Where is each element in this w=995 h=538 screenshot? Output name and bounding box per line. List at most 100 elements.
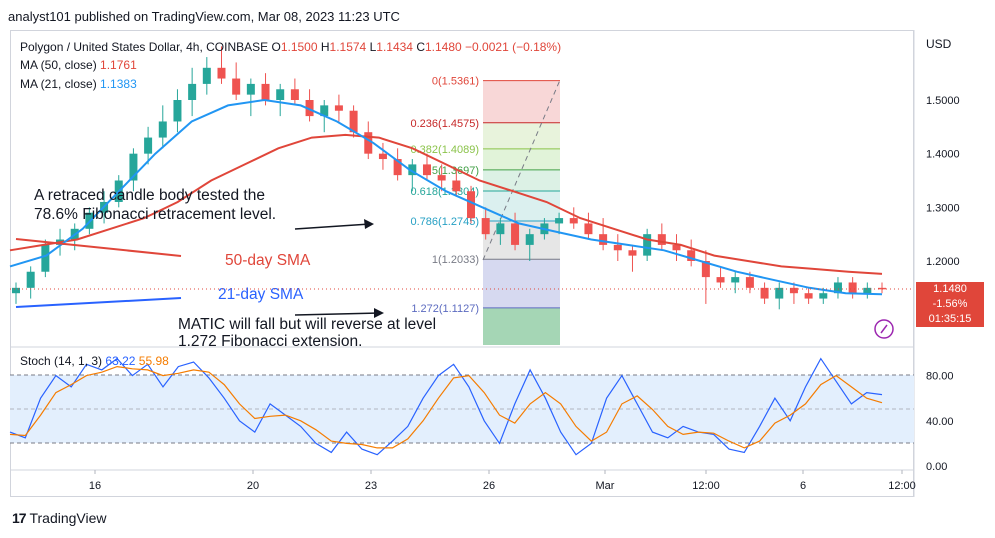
fib-level-label: 0.618(1.3304) bbox=[411, 186, 480, 198]
candle-body bbox=[129, 153, 138, 181]
matic-note-line2: 1.272 Fibonacci extension. bbox=[178, 333, 362, 350]
candle-body bbox=[599, 234, 608, 245]
fib-zone bbox=[483, 80, 560, 123]
price-axis[interactable]: 1.5000 1.4000 1.3000 1.2000 bbox=[926, 95, 960, 268]
tradingview-logo[interactable]: 17 TradingView bbox=[12, 510, 107, 526]
tv-brand-text: TradingView bbox=[29, 510, 107, 526]
stoch-k-value: 63.22 bbox=[105, 354, 136, 368]
candle-body bbox=[290, 89, 299, 100]
candle-body bbox=[41, 244, 50, 272]
candle-body bbox=[276, 89, 285, 100]
candle-body bbox=[525, 234, 534, 245]
candle-body bbox=[378, 153, 387, 160]
candle-body bbox=[26, 271, 35, 288]
fib-level-label: 1.272(1.1127) bbox=[411, 303, 479, 315]
stoch-d-value: 55.98 bbox=[138, 354, 169, 368]
symbol-legend[interactable]: Polygon / United States Dollar, 4h, COIN… bbox=[20, 40, 561, 54]
time-tick-label: 26 bbox=[483, 480, 495, 492]
fib-zone bbox=[483, 148, 560, 170]
open-value: 1.1500 bbox=[280, 40, 318, 54]
candle-body bbox=[437, 175, 446, 181]
last-price-tag: 1.1480 -1.56% 01:35:15 bbox=[916, 282, 984, 327]
low-value: 1.1434 bbox=[376, 40, 413, 54]
candle-body bbox=[643, 234, 652, 256]
time-axis[interactable]: 16 20 23 26 Mar 12:00 6 12:00 bbox=[89, 470, 916, 492]
tv-logo-mark: 17 bbox=[12, 510, 27, 526]
retrace-note-line2: 78.6% Fibonacci retracement level. bbox=[34, 206, 276, 223]
ma21-legend[interactable]: MA (21, close) 1.1383 bbox=[20, 77, 137, 91]
close-label: C bbox=[416, 40, 425, 54]
candle-body bbox=[789, 287, 798, 294]
time-tick-label: 6 bbox=[800, 480, 806, 492]
candle-body bbox=[745, 277, 754, 288]
time-tick-label: 12:00 bbox=[888, 480, 916, 492]
candle-body bbox=[408, 164, 417, 176]
ma50-legend[interactable]: MA (50, close) 1.1761 bbox=[20, 58, 137, 72]
candle-body bbox=[613, 244, 622, 251]
candle-body bbox=[833, 282, 842, 294]
candle-body bbox=[848, 282, 857, 294]
candle-body bbox=[628, 250, 637, 256]
last-price-value: 1.1480 bbox=[933, 283, 967, 295]
low-label: L bbox=[369, 40, 377, 54]
candle-body bbox=[232, 78, 241, 95]
candle-body bbox=[364, 132, 373, 154]
candle-body bbox=[584, 223, 593, 235]
fib-level-label: 0.786(1.2745) bbox=[411, 216, 480, 228]
stoch-label: Stoch (14, 1, 3) bbox=[20, 354, 103, 368]
time-tick-label: 23 bbox=[365, 480, 377, 492]
retrace-arrow-head bbox=[364, 219, 374, 229]
retrace-note-line1: A retraced candle body tested the bbox=[34, 187, 265, 204]
ma50-line bbox=[9, 133, 883, 275]
candle-body bbox=[202, 67, 211, 84]
candle-body bbox=[804, 293, 813, 299]
publisher-line: analyst101 published on TradingView.com,… bbox=[8, 9, 400, 24]
symbol-title: Polygon / United States Dollar, 4h, COIN… bbox=[20, 40, 269, 54]
alert-icon[interactable] bbox=[874, 319, 894, 339]
fib-level-label: 0(1.5361) bbox=[432, 76, 479, 88]
matic-arrow-line bbox=[294, 312, 381, 316]
candle-body bbox=[496, 223, 505, 235]
time-tick-label: 12:00 bbox=[692, 480, 720, 492]
stoch-tick-label: 0.00 bbox=[926, 461, 947, 473]
fib-zone bbox=[483, 191, 560, 222]
candle-body bbox=[144, 137, 153, 154]
time-tick-label: Mar bbox=[596, 480, 615, 492]
candle-body bbox=[863, 287, 872, 294]
time-tick-label: 20 bbox=[247, 480, 259, 492]
fib-level-label: 0.236(1.4575) bbox=[411, 118, 480, 130]
fib-zone bbox=[483, 259, 560, 308]
candle-body bbox=[819, 293, 828, 299]
candle-body bbox=[158, 121, 167, 138]
candle-body bbox=[320, 105, 329, 117]
candle-body bbox=[555, 218, 564, 224]
ma21-line bbox=[9, 98, 883, 296]
candle-body bbox=[467, 191, 476, 219]
ma21-value: 1.1383 bbox=[100, 77, 137, 91]
currency-label: USD bbox=[926, 37, 952, 51]
time-tick-label: 16 bbox=[89, 480, 101, 492]
fib-zone bbox=[483, 169, 560, 192]
candle-body bbox=[393, 159, 402, 176]
candle-body bbox=[217, 67, 226, 79]
fib-trend-line bbox=[482, 79, 561, 261]
stoch-axis[interactable]: 80.00 40.00 0.00 bbox=[926, 371, 954, 473]
candle-body bbox=[305, 100, 314, 117]
price-tick-label: 1.2000 bbox=[926, 256, 960, 268]
candle-body bbox=[657, 234, 666, 245]
candle-body bbox=[422, 164, 431, 176]
price-tick-label: 1.3000 bbox=[926, 202, 960, 214]
ma21-label: MA (21, close) bbox=[20, 77, 97, 91]
alert-icon-slash bbox=[880, 324, 888, 334]
candle-body bbox=[511, 223, 520, 245]
fib-extension-zone bbox=[483, 307, 560, 345]
stoch-tick-label: 80.00 bbox=[926, 371, 954, 383]
candle-body bbox=[760, 287, 769, 299]
open-label: O bbox=[271, 40, 281, 54]
retrace-arrow-line bbox=[294, 223, 371, 230]
ma50-label: MA (50, close) bbox=[20, 58, 97, 72]
fib-level-label: 0.382(1.4089) bbox=[411, 144, 480, 156]
price-tick-label: 1.5000 bbox=[926, 95, 960, 107]
stoch-legend[interactable]: Stoch (14, 1, 3) 63.22 55.98 bbox=[20, 354, 169, 368]
